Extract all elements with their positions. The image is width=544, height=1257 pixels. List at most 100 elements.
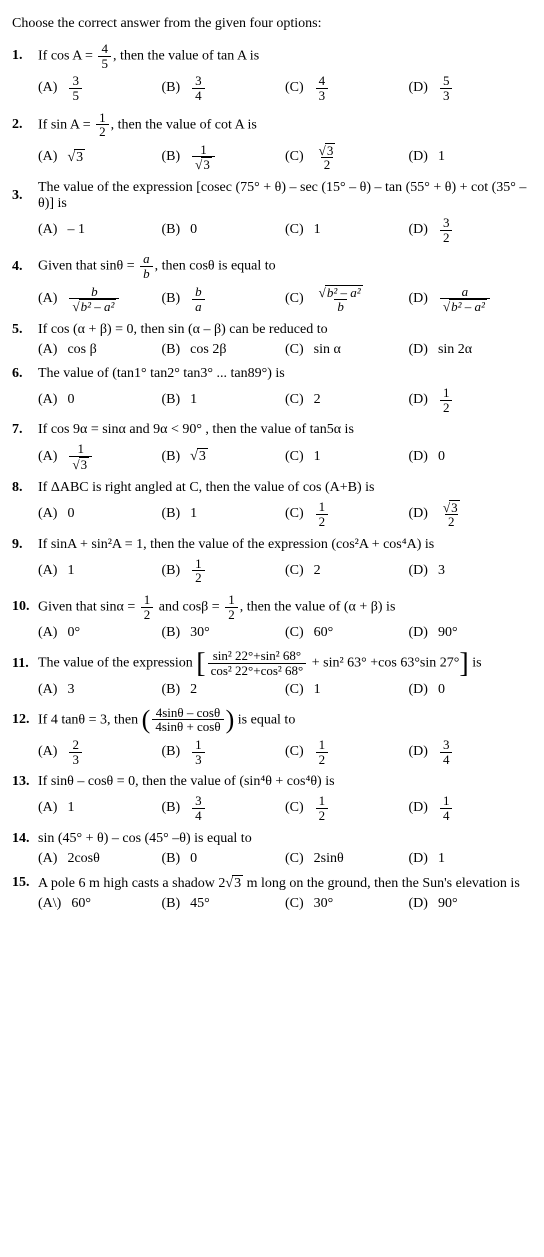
option-label: (C): [285, 506, 304, 522]
option[interactable]: (A)1: [38, 794, 162, 822]
option-value: 35: [67, 74, 84, 102]
question-stem: Given that sinθ = ab, then cosθ is equal…: [38, 252, 532, 280]
option[interactable]: (D)34: [409, 738, 533, 766]
option[interactable]: (B)ba: [162, 285, 286, 314]
option[interactable]: (D)14: [409, 794, 533, 822]
option[interactable]: (A)0°: [38, 625, 162, 641]
options-row: (A)3(B)2(C) 1 (D)0: [38, 682, 532, 698]
option-label: (D): [409, 222, 428, 238]
option[interactable]: (D)ab² – a²: [409, 285, 533, 314]
option-value: 0: [438, 682, 445, 698]
option[interactable]: (D)90°: [409, 625, 533, 641]
option[interactable]: (A) cos β: [38, 342, 162, 358]
option-value: 1: [190, 506, 197, 522]
question-number: 8.: [12, 480, 38, 496]
option-label: (A): [38, 342, 57, 358]
option[interactable]: (B)13: [162, 143, 286, 172]
option[interactable]: (B)1: [162, 386, 286, 414]
option-value: 1: [314, 682, 321, 698]
option-label: (D): [409, 563, 428, 579]
option[interactable]: (C)b² – a²b: [285, 285, 409, 314]
question: 4.Given that sinθ = ab, then cosθ is equ…: [12, 252, 532, 314]
question: 11.The value of the expression [sin² 22°…: [12, 649, 532, 697]
question-stem: If cos 9α = sinα and 9α < 90° , then the…: [38, 422, 532, 438]
option[interactable]: (B)30°: [162, 625, 286, 641]
question: 2.If sin A = 12, then the value of cot A…: [12, 111, 532, 173]
option[interactable]: (C)12: [285, 794, 409, 822]
option[interactable]: (C)32: [285, 143, 409, 172]
option[interactable]: (D)3: [409, 557, 533, 585]
option[interactable]: (D)32: [409, 500, 533, 529]
option[interactable]: (B)34: [162, 74, 286, 102]
option[interactable]: (A)1: [38, 557, 162, 585]
option-label: (C): [285, 222, 304, 238]
option[interactable]: (A)0: [38, 500, 162, 529]
option[interactable]: (B)13: [162, 738, 286, 766]
option[interactable]: (B)45°: [162, 896, 286, 912]
option-label: (C): [285, 744, 304, 760]
option[interactable]: (B)12: [162, 557, 286, 585]
option[interactable]: (A)– 1: [38, 216, 162, 244]
option[interactable]: (C)30°: [285, 896, 409, 912]
option[interactable]: (C)1: [285, 216, 409, 244]
option[interactable]: (B)3: [162, 442, 286, 471]
option[interactable]: (C)12: [285, 738, 409, 766]
option[interactable]: (C)2sinθ: [285, 851, 409, 867]
option[interactable]: (D)90°: [409, 896, 533, 912]
option-value: 34: [438, 738, 455, 766]
option-label: (C): [285, 851, 304, 867]
option-value: 13: [190, 738, 207, 766]
option[interactable]: (D)53: [409, 74, 533, 102]
option[interactable]: (D)32: [409, 216, 533, 244]
option[interactable]: (A)13: [38, 442, 162, 471]
option-label: (A): [38, 80, 57, 96]
question-number: 1.: [12, 48, 38, 64]
option[interactable]: (C)sin α: [285, 342, 409, 358]
option-label: (D): [409, 800, 428, 816]
question: 10.Given that sinα = 12 and cosβ = 12, t…: [12, 593, 532, 641]
option-label: (A): [38, 506, 57, 522]
option[interactable]: (B)1: [162, 500, 286, 529]
option-label: (C): [285, 682, 304, 698]
option[interactable]: (A)3: [38, 682, 162, 698]
option-value: 3: [67, 149, 85, 166]
question-stem: If ΔABC is right angled at C, then the v…: [38, 480, 532, 496]
option[interactable]: (A)0: [38, 386, 162, 414]
question-stem: If 4 tanθ = 3, then (4sinθ – cosθ4sinθ +…: [38, 706, 532, 734]
question-number: 4.: [12, 259, 38, 275]
option[interactable]: (B)2: [162, 682, 286, 698]
option-value: 34: [190, 794, 207, 822]
question: 7.If cos 9α = sinα and 9α < 90° , then t…: [12, 422, 532, 471]
question-number: 9.: [12, 537, 38, 553]
option-value: 12: [190, 557, 207, 585]
option[interactable]: (D)sin 2α: [409, 342, 533, 358]
option[interactable]: (A)2cosθ: [38, 851, 162, 867]
option[interactable]: (A) 35: [38, 74, 162, 102]
option[interactable]: (A)3: [38, 143, 162, 172]
question-number: 15.: [12, 875, 38, 891]
option[interactable]: (D)0: [409, 682, 533, 698]
option[interactable]: (C)2: [285, 386, 409, 414]
option[interactable]: (B)34: [162, 794, 286, 822]
option-value: 0: [67, 392, 74, 408]
option[interactable]: (B)cos 2β: [162, 342, 286, 358]
option[interactable]: (D)1: [409, 143, 533, 172]
option[interactable]: (C)12: [285, 500, 409, 529]
option[interactable]: (C)2: [285, 557, 409, 585]
option[interactable]: (B)0: [162, 216, 286, 244]
option[interactable]: (A)bb² – a²: [38, 285, 162, 314]
option[interactable]: (A\)60°: [38, 896, 162, 912]
option[interactable]: (C)1: [285, 442, 409, 471]
option[interactable]: (C)43: [285, 74, 409, 102]
option[interactable]: (D)1: [409, 851, 533, 867]
option[interactable]: (C) 1: [285, 682, 409, 698]
option-label: (C): [285, 625, 304, 641]
option[interactable]: (D)12: [409, 386, 533, 414]
option-label: (A): [38, 851, 57, 867]
option[interactable]: (C)60°: [285, 625, 409, 641]
option[interactable]: (B)0: [162, 851, 286, 867]
option-value: 2: [314, 392, 321, 408]
option[interactable]: (A)23: [38, 738, 162, 766]
option-value: cos β: [67, 342, 96, 358]
option[interactable]: (D)0: [409, 442, 533, 471]
